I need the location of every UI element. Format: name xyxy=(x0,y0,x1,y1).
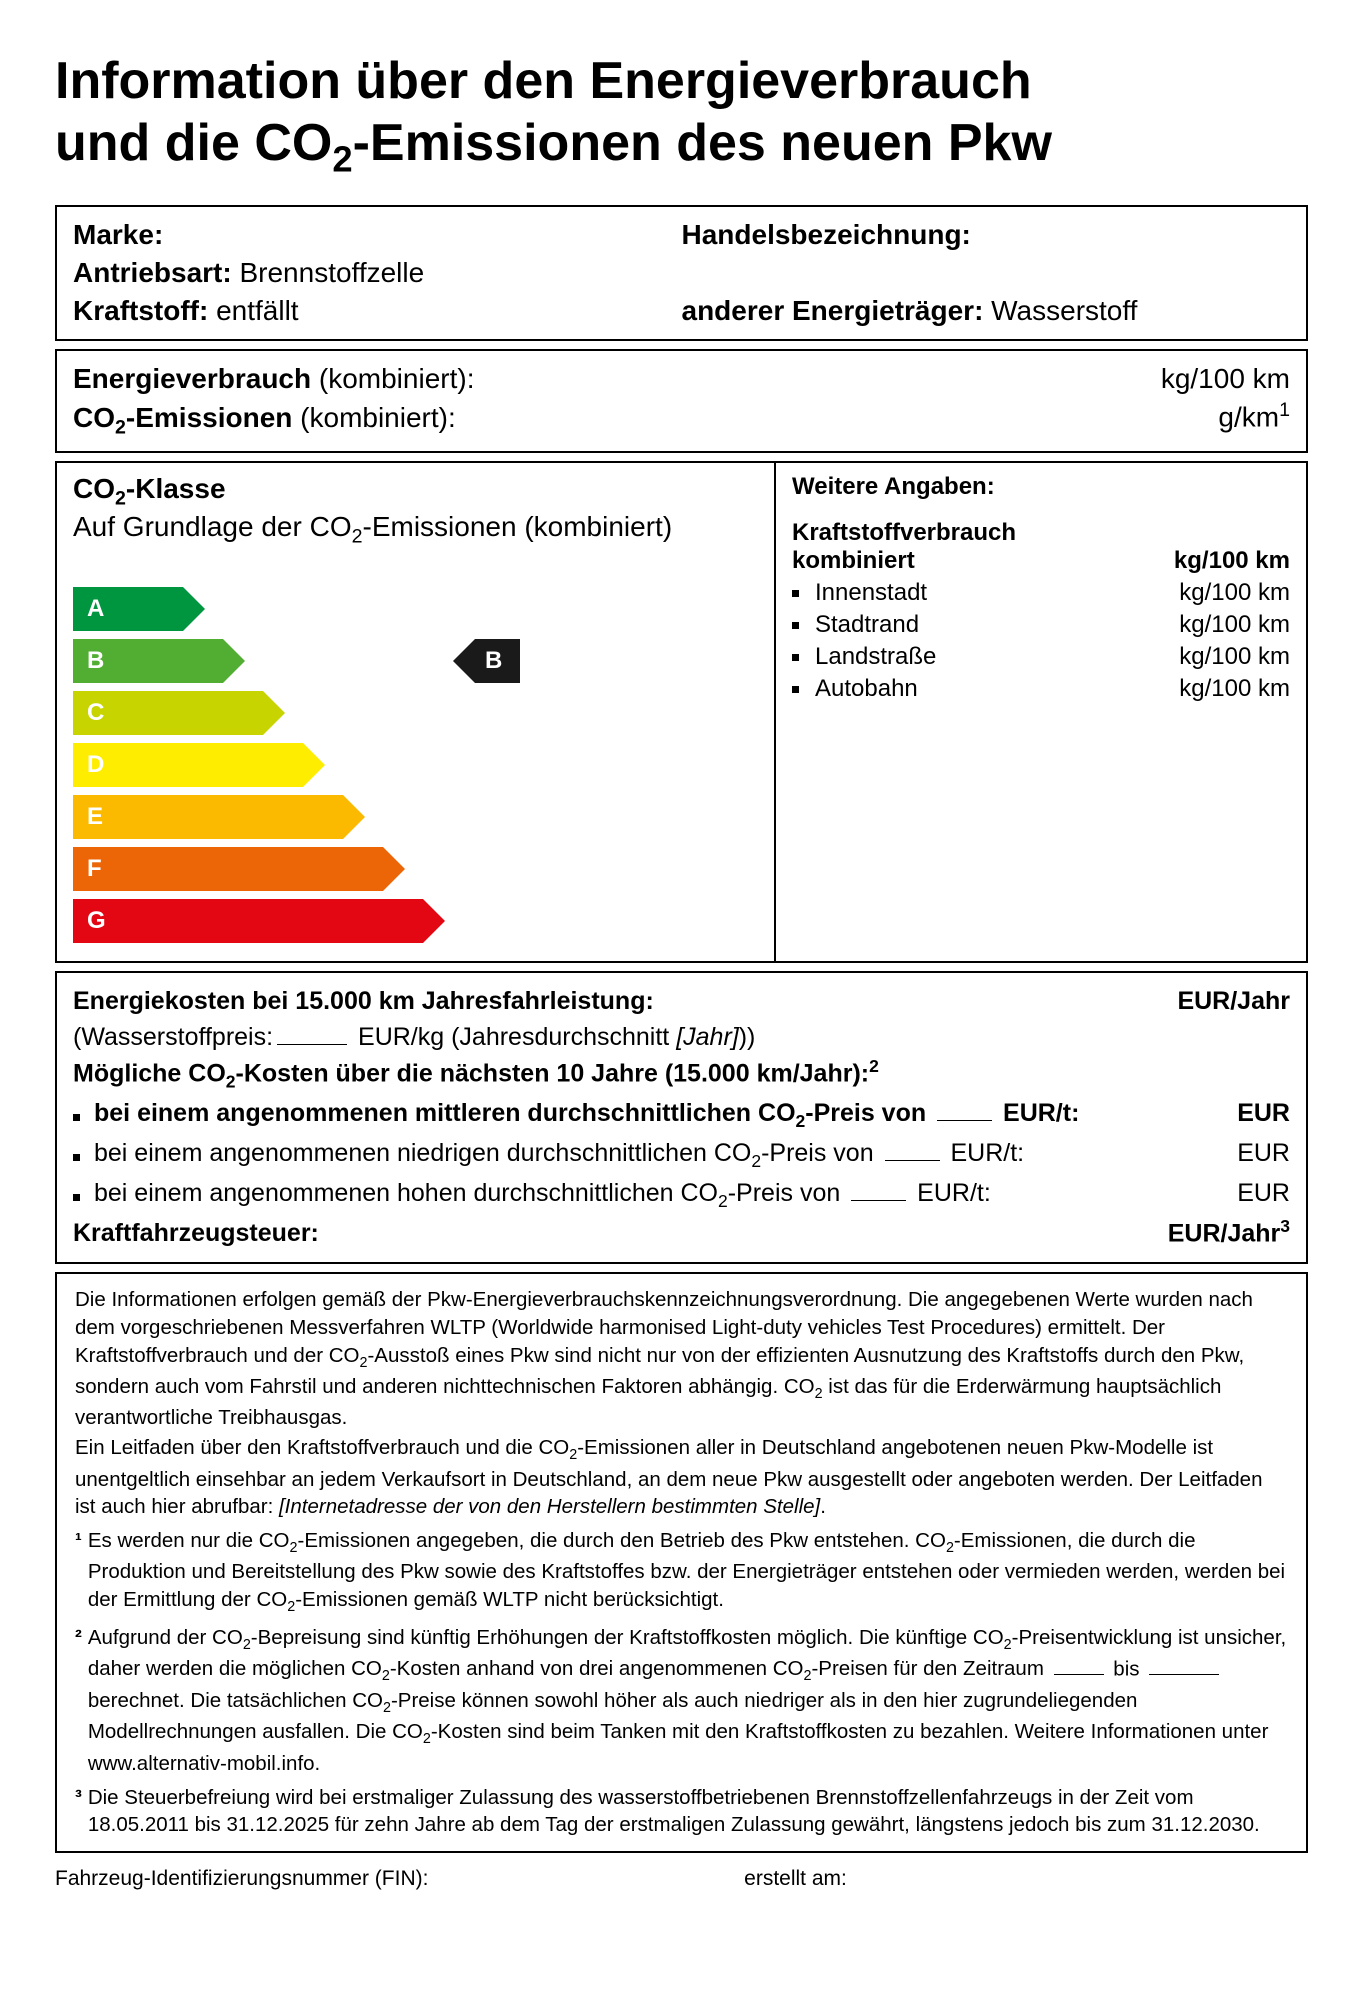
footer-fin: Fahrzeug-Identifizierungsnummer (FIN): xyxy=(55,1867,744,1891)
cost-bullet: bei einem angenommenen niedrigen durchsc… xyxy=(73,1136,1290,1172)
efficiency-arrows: A BB CDEFG xyxy=(73,587,758,943)
efficiency-bar-g: G xyxy=(73,899,758,943)
tax-label: Kraftfahrzeugsteuer: xyxy=(73,1219,319,1248)
efficiency-bar-e: E xyxy=(73,795,758,839)
weitere-sub-unit: kg/100 km xyxy=(1174,547,1290,575)
footer: Fahrzeug-Identifizierungsnummer (FIN): e… xyxy=(55,1867,1308,1891)
title-line1: Information über den Energieverbrauch xyxy=(55,52,1032,110)
co2-class-box: CO2-Klasse Auf Grundlage der CO2-Emissio… xyxy=(55,461,1308,962)
weitere-row: Autobahnkg/100 km xyxy=(792,675,1290,703)
efficiency-bar-a: A xyxy=(73,587,758,631)
fine-p2: Ein Leitfaden über den Kraftstoffverbrau… xyxy=(75,1434,1288,1521)
title-line2: und die CO2-Emissionen des neuen Pkw xyxy=(55,114,1052,172)
costs-l3: Mögliche CO2-Kosten über die nächsten 10… xyxy=(73,1056,879,1092)
weitere-sub-label: Kraftstoffverbrauchkombiniert xyxy=(792,519,1016,575)
footnote-3: ³Die Steuerbefreiung wird bei erstmalige… xyxy=(75,1784,1288,1839)
co2class-sub: Auf Grundlage der CO2-Emissionen (kombin… xyxy=(73,511,758,549)
efficiency-bar-b: BB xyxy=(73,639,758,683)
energie-value: Wasserstoff xyxy=(991,295,1137,326)
efficiency-bar-d: D xyxy=(73,743,758,787)
efficiency-bar-c: C xyxy=(73,691,758,735)
costs-l1: Energiekosten bei 15.000 km Jahresfahrle… xyxy=(73,987,654,1016)
antrieb-label: Antriebsart: xyxy=(73,257,232,288)
consumption-box: Energieverbrauch (kombiniert): kg/100 km… xyxy=(55,349,1308,453)
weitere-row: Innenstadtkg/100 km xyxy=(792,579,1290,607)
footer-erstellt: erstellt am: xyxy=(744,1867,847,1891)
ev-suffix: (kombiniert): xyxy=(319,363,475,394)
co2class-heading: CO2-Klasse xyxy=(73,473,758,511)
weitere-heading: Weitere Angaben: xyxy=(792,473,1290,501)
weitere-row: Stadtrandkg/100 km xyxy=(792,611,1290,639)
footnote-2: ² Aufgrund der CO2-Bepreisung sind künft… xyxy=(75,1624,1288,1778)
tax-unit: EUR/Jahr3 xyxy=(1168,1216,1290,1248)
kraftstoff-value: entfällt xyxy=(216,295,299,326)
weitere-row: Landstraßekg/100 km xyxy=(792,643,1290,671)
vehicle-info-box: Marke: Handelsbezeichnung: Antriebsart: … xyxy=(55,205,1308,341)
efficiency-bar-f: F xyxy=(73,847,758,891)
costs-box: Energiekosten bei 15.000 km Jahresfahrle… xyxy=(55,971,1308,1265)
fine-p1: Die Informationen erfolgen gemäß der Pkw… xyxy=(75,1286,1288,1432)
cost-bullet: bei einem angenommenen hohen durchschnit… xyxy=(73,1176,1290,1212)
cost-bullet: bei einem angenommenen mittleren durchsc… xyxy=(73,1096,1290,1132)
co2-unit: g/km1 xyxy=(1218,399,1290,433)
efficiency-indicator: B xyxy=(453,639,520,683)
footnote-1: ¹Es werden nur die CO2-Emissionen angege… xyxy=(75,1527,1288,1618)
marke-label: Marke: xyxy=(73,219,163,250)
co2-suffix: (kombiniert): xyxy=(300,402,456,433)
ev-label: Energieverbrauch xyxy=(73,363,311,394)
costs-l1-unit: EUR/Jahr xyxy=(1177,987,1290,1016)
ev-unit: kg/100 km xyxy=(1161,363,1290,395)
co2-label: CO2-Emissionen xyxy=(73,402,292,433)
handel-label: Handelsbezeichnung: xyxy=(682,219,971,250)
antrieb-value: Brennstoffzelle xyxy=(239,257,424,288)
energie-label: anderer Energieträger: xyxy=(682,295,984,326)
kraftstoff-label: Kraftstoff: xyxy=(73,295,208,326)
page-title: Information über den Energieverbrauch un… xyxy=(55,50,1308,181)
costs-l2: (Wasserstoffpreis: EUR/kg (Jahresdurchsc… xyxy=(73,1020,755,1052)
fineprint-box: Die Informationen erfolgen gemäß der Pkw… xyxy=(55,1272,1308,1853)
